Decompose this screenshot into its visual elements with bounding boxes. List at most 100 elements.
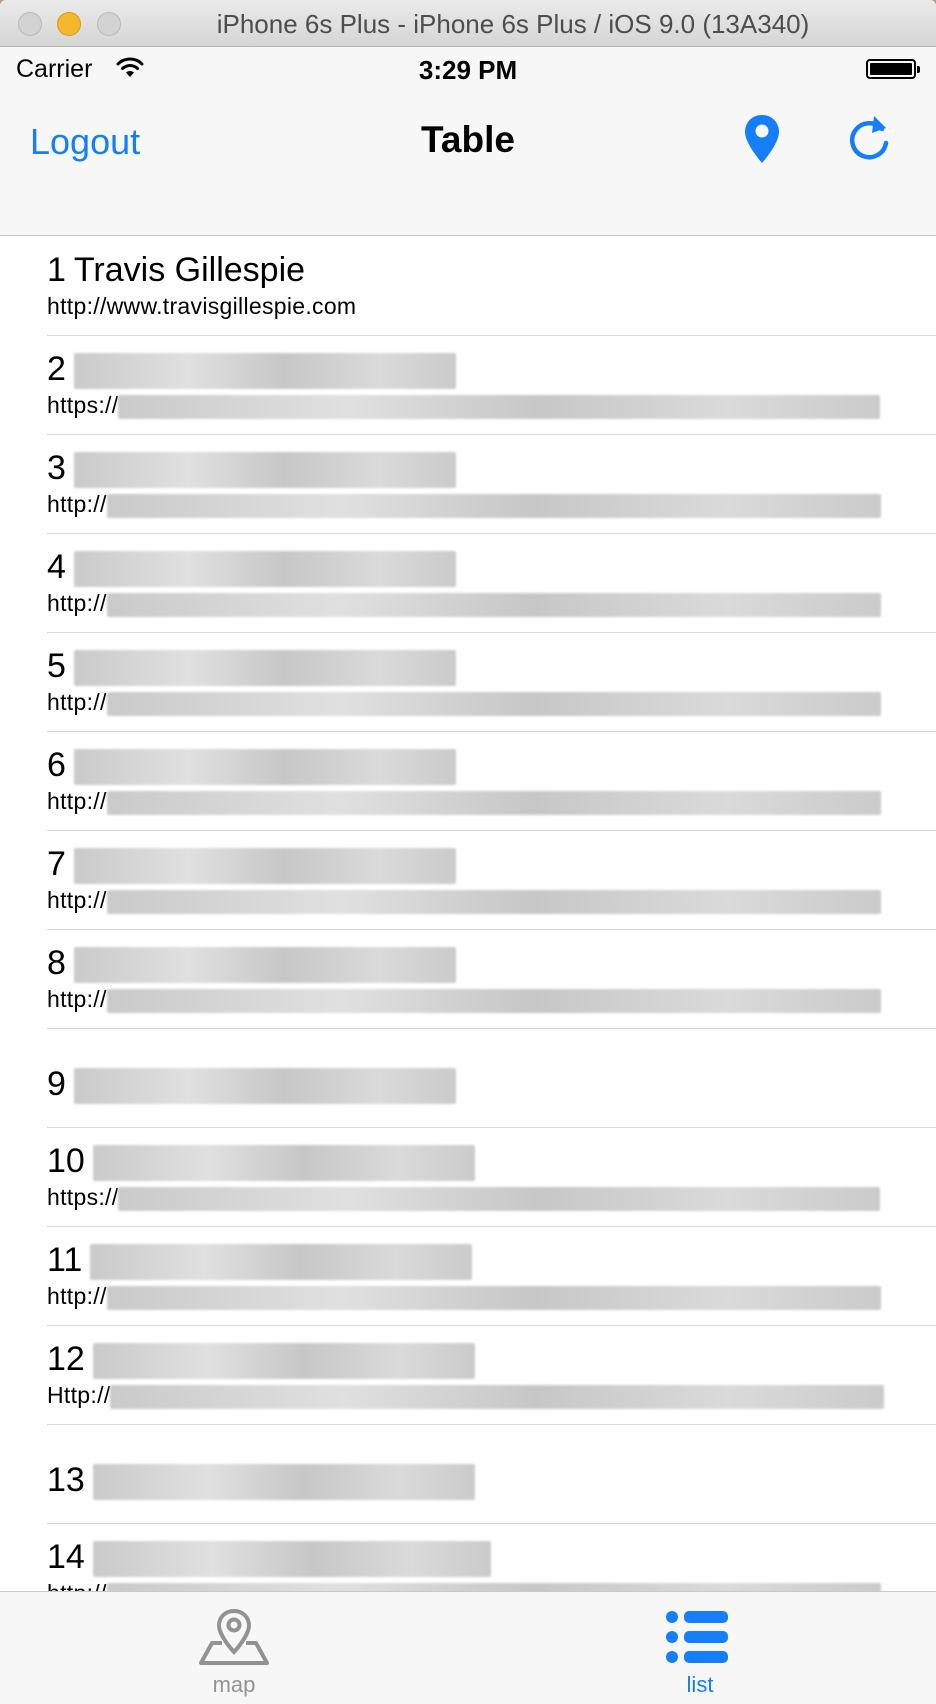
- row-separator: [47, 830, 936, 831]
- window-titlebar: iPhone 6s Plus - iPhone 6s Plus / iOS 9.…: [0, 0, 936, 47]
- wifi-icon: [116, 57, 144, 77]
- device-screen: Carrier 3:29 PM Logout Table 1 Travis Gil…: [0, 47, 936, 1704]
- row-number: 13: [47, 1461, 85, 1499]
- row-number: 2: [47, 350, 66, 388]
- redacted-url: [106, 988, 881, 1013]
- redacted-url: [118, 1186, 881, 1211]
- row-title: 7: [47, 845, 456, 885]
- row-url-text: Http://: [47, 1382, 111, 1408]
- redacted-name: [73, 947, 456, 984]
- table-row[interactable]: 2 https://: [0, 336, 936, 435]
- table-row[interactable]: 3 http://: [0, 435, 936, 534]
- row-url: https://: [47, 392, 881, 419]
- row-url: Http://: [47, 1382, 885, 1409]
- row-number: 14: [47, 1538, 85, 1576]
- table-row[interactable]: 4 http://: [0, 534, 936, 633]
- row-url-text: http://: [47, 491, 107, 517]
- row-url-text: http://: [47, 986, 107, 1012]
- map-pin-icon: [199, 1608, 269, 1665]
- table-row[interactable]: 11 http://: [0, 1227, 936, 1326]
- row-number: 12: [47, 1340, 85, 1378]
- table-row[interactable]: 6 http://: [0, 732, 936, 831]
- row-title: 14: [47, 1538, 491, 1578]
- redacted-name: [92, 1464, 475, 1501]
- row-url: http://: [47, 689, 881, 716]
- redacted-name: [90, 1244, 473, 1281]
- redacted-url: [106, 790, 881, 815]
- row-separator: [47, 929, 936, 930]
- table-row[interactable]: 10 https://: [0, 1128, 936, 1227]
- row-title: 10: [47, 1142, 475, 1182]
- row-url-text: http://www.travisgillespie.com: [47, 293, 357, 319]
- row-separator: [47, 533, 936, 534]
- table-row[interactable]: 9: [0, 1029, 936, 1128]
- status-bar: Carrier 3:29 PM: [0, 47, 936, 93]
- row-separator: [47, 1424, 936, 1425]
- tab-bar: map list: [0, 1591, 936, 1704]
- table-row[interactable]: 7 http://: [0, 831, 936, 930]
- row-title: 6: [47, 746, 456, 786]
- list-icon: [666, 1611, 728, 1663]
- row-title: 13: [47, 1461, 475, 1501]
- tab-map[interactable]: map: [134, 1592, 334, 1704]
- logout-button[interactable]: Logout: [30, 121, 141, 162]
- close-window-button[interactable]: [18, 12, 42, 36]
- location-pin-icon[interactable]: [742, 113, 782, 165]
- row-url-text: http://: [47, 689, 107, 715]
- row-separator: [47, 1226, 936, 1227]
- redacted-url: [106, 1285, 881, 1310]
- row-title: 12: [47, 1340, 475, 1380]
- refresh-icon[interactable]: [844, 113, 894, 165]
- redacted-name: [73, 551, 456, 588]
- row-number: 5: [47, 647, 66, 685]
- row-separator: [47, 335, 936, 336]
- row-url: http://: [47, 491, 881, 518]
- navigation-bar: Logout Table: [0, 93, 936, 236]
- battery-icon: [866, 59, 920, 79]
- table-row[interactable]: 8 http://: [0, 930, 936, 1029]
- table-row[interactable]: 5 http://: [0, 633, 936, 732]
- redacted-name: [92, 1541, 491, 1578]
- redacted-url: [106, 493, 881, 518]
- row-number: 11: [47, 1241, 83, 1279]
- row-url: http://: [47, 986, 881, 1013]
- row-url: http://www.travisgillespie.com: [47, 293, 356, 320]
- redacted-name: [92, 1145, 475, 1182]
- row-number: 10: [47, 1142, 85, 1180]
- row-number: 7: [47, 845, 66, 883]
- row-name: Travis Gillespie: [73, 251, 306, 289]
- redacted-name: [73, 650, 456, 687]
- row-separator: [47, 1523, 936, 1524]
- row-url-text: https://: [47, 392, 119, 418]
- zoom-window-button[interactable]: [97, 12, 121, 36]
- redacted-url: [118, 394, 881, 419]
- row-url: http://: [47, 887, 881, 914]
- redacted-name: [92, 1343, 475, 1380]
- status-time: 3:29 PM: [418, 55, 518, 85]
- row-url-text: http://: [47, 590, 107, 616]
- row-number: 8: [47, 944, 66, 982]
- row-title: 5: [47, 647, 456, 687]
- table-row[interactable]: 12 Http://: [0, 1326, 936, 1425]
- row-separator: [47, 731, 936, 732]
- tab-list[interactable]: list: [600, 1592, 800, 1704]
- table-row[interactable]: 1 Travis Gillespie http://www.travisgilles…: [0, 237, 936, 336]
- row-url: https://: [47, 1184, 881, 1211]
- tab-list-label: list: [686, 1672, 714, 1697]
- redacted-url: [110, 1384, 885, 1409]
- row-title: 8: [47, 944, 456, 984]
- row-separator: [47, 1127, 936, 1128]
- row-url-text: http://: [47, 1283, 107, 1309]
- tab-map-label: map: [212, 1672, 256, 1697]
- redacted-name: [73, 353, 456, 390]
- minimize-window-button[interactable]: [57, 12, 81, 36]
- table-row[interactable]: 13: [0, 1425, 936, 1524]
- row-number: 9: [47, 1065, 66, 1103]
- row-title: 9: [47, 1065, 456, 1105]
- table-list: 1 Travis Gillespie http://www.travisgilles…: [0, 237, 936, 1602]
- row-title: 4: [47, 548, 456, 588]
- redacted-url: [106, 592, 881, 617]
- row-url-text: http://: [47, 887, 107, 913]
- row-url: http://: [47, 1283, 881, 1310]
